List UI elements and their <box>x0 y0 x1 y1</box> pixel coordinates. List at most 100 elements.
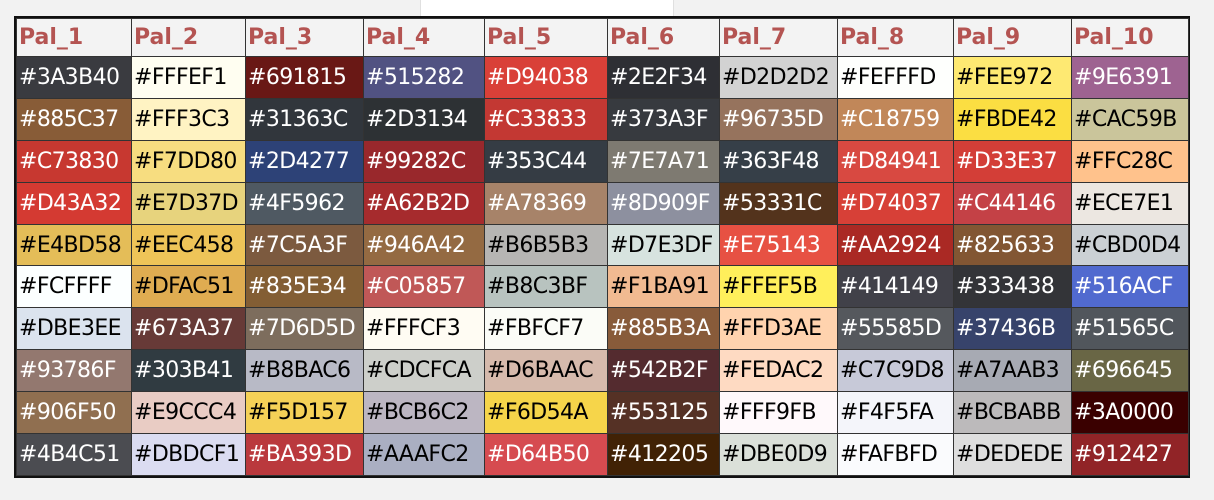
color-cell[interactable]: #D94038 <box>484 56 608 99</box>
color-cell[interactable]: #825633 <box>953 223 1072 267</box>
color-cell[interactable]: #7E7A71 <box>607 139 720 183</box>
color-cell[interactable]: #D84941 <box>837 139 954 183</box>
color-cell[interactable]: #F7DD80 <box>131 139 246 183</box>
color-cell[interactable]: #D64B50 <box>484 433 608 476</box>
color-cell[interactable]: #D43A32 <box>16 181 132 225</box>
color-cell[interactable]: #AAAFC2 <box>363 433 485 476</box>
color-cell[interactable]: #B8C3BF <box>484 265 608 309</box>
color-cell[interactable]: #673A37 <box>131 307 246 351</box>
column-header[interactable]: Pal_5 <box>484 18 608 57</box>
color-cell[interactable]: #53331C <box>719 181 838 225</box>
color-cell[interactable]: #C18759 <box>837 97 954 141</box>
color-cell[interactable]: #99282C <box>363 139 485 183</box>
color-cell[interactable]: #363F48 <box>719 139 838 183</box>
color-cell[interactable]: #CDCFCA <box>363 349 485 393</box>
column-header[interactable]: Pal_4 <box>363 18 485 57</box>
color-cell[interactable]: #D6BAAC <box>484 349 608 393</box>
color-cell[interactable]: #906F50 <box>16 391 132 435</box>
color-cell[interactable]: #31363C <box>245 97 364 141</box>
color-cell[interactable]: #946A42 <box>363 223 485 267</box>
color-cell[interactable]: #CAC59B <box>1071 97 1189 141</box>
color-cell[interactable]: #FFD3AE <box>719 307 838 351</box>
color-cell[interactable]: #4B4C51 <box>16 433 132 476</box>
color-cell[interactable]: #EEC458 <box>131 223 246 267</box>
column-header[interactable]: Pal_10 <box>1071 18 1189 57</box>
color-cell[interactable]: #696645 <box>1071 349 1189 393</box>
color-cell[interactable]: #FFF9FB <box>719 391 838 435</box>
column-header[interactable]: Pal_2 <box>131 18 246 57</box>
color-cell[interactable]: #DEDEDE <box>953 433 1072 476</box>
column-header[interactable]: Pal_7 <box>719 18 838 57</box>
color-cell[interactable]: #DBE3EE <box>16 307 132 351</box>
color-cell[interactable]: #F4F5FA <box>837 391 954 435</box>
column-header[interactable]: Pal_3 <box>245 18 364 57</box>
color-cell[interactable]: #885B3A <box>607 307 720 351</box>
color-cell[interactable]: #7C5A3F <box>245 223 364 267</box>
color-cell[interactable]: #D74037 <box>837 181 954 225</box>
color-cell[interactable]: #B6B5B3 <box>484 223 608 267</box>
color-cell[interactable]: #912427 <box>1071 433 1189 476</box>
color-cell[interactable]: #691815 <box>245 56 364 99</box>
color-cell[interactable]: #F5D157 <box>245 391 364 435</box>
color-cell[interactable]: #C05857 <box>363 265 485 309</box>
color-cell[interactable]: #37436B <box>953 307 1072 351</box>
color-cell[interactable]: #412205 <box>607 433 720 476</box>
color-cell[interactable]: #4F5962 <box>245 181 364 225</box>
color-cell[interactable]: #DBE0D9 <box>719 433 838 476</box>
color-cell[interactable]: #885C37 <box>16 97 132 141</box>
color-cell[interactable]: #515282 <box>363 56 485 99</box>
color-cell[interactable]: #2E2F34 <box>607 56 720 99</box>
color-cell[interactable]: #C33833 <box>484 97 608 141</box>
color-cell[interactable]: #D33E37 <box>953 139 1072 183</box>
color-cell[interactable]: #AA2924 <box>837 223 954 267</box>
color-cell[interactable]: #D7E3DF <box>607 223 720 267</box>
color-cell[interactable]: #ECE7E1 <box>1071 181 1189 225</box>
color-cell[interactable]: #DFAC51 <box>131 265 246 309</box>
color-cell[interactable]: #FEDAC2 <box>719 349 838 393</box>
column-header[interactable]: Pal_8 <box>837 18 954 57</box>
color-cell[interactable]: #516ACF <box>1071 265 1189 309</box>
color-cell[interactable]: #542B2F <box>607 349 720 393</box>
color-cell[interactable]: #FCFFFF <box>16 265 132 309</box>
color-cell[interactable]: #9E6391 <box>1071 56 1189 99</box>
color-cell[interactable]: #FFEF5B <box>719 265 838 309</box>
color-cell[interactable]: #BA393D <box>245 433 364 476</box>
color-cell[interactable]: #BCBABB <box>953 391 1072 435</box>
color-cell[interactable]: #C44146 <box>953 181 1072 225</box>
color-cell[interactable]: #E9CCC4 <box>131 391 246 435</box>
color-cell[interactable]: #E75143 <box>719 223 838 267</box>
color-cell[interactable]: #303B41 <box>131 349 246 393</box>
color-cell[interactable]: #FEE972 <box>953 56 1072 99</box>
color-cell[interactable]: #3A0000 <box>1071 391 1189 435</box>
color-cell[interactable]: #CBD0D4 <box>1071 223 1189 267</box>
color-cell[interactable]: #A62B2D <box>363 181 485 225</box>
color-cell[interactable]: #FFFCF3 <box>363 307 485 351</box>
color-cell[interactable]: #F6D54A <box>484 391 608 435</box>
color-cell[interactable]: #FEFFFD <box>837 56 954 99</box>
column-header[interactable]: Pal_6 <box>607 18 720 57</box>
color-cell[interactable]: #414149 <box>837 265 954 309</box>
color-cell[interactable]: #E4BD58 <box>16 223 132 267</box>
color-cell[interactable]: #2D4277 <box>245 139 364 183</box>
color-cell[interactable]: #353C44 <box>484 139 608 183</box>
color-cell[interactable]: #C73830 <box>16 139 132 183</box>
color-cell[interactable]: #373A3F <box>607 97 720 141</box>
color-cell[interactable]: #F1BA91 <box>607 265 720 309</box>
color-cell[interactable]: #FFFEF1 <box>131 56 246 99</box>
color-cell[interactable]: #A7AAB3 <box>953 349 1072 393</box>
active-tab[interactable] <box>420 0 674 16</box>
color-cell[interactable]: #FFC28C <box>1071 139 1189 183</box>
color-cell[interactable]: #835E34 <box>245 265 364 309</box>
color-cell[interactable]: #C7C9D8 <box>837 349 954 393</box>
color-cell[interactable]: #553125 <box>607 391 720 435</box>
color-cell[interactable]: #96735D <box>719 97 838 141</box>
color-cell[interactable]: #DBDCF1 <box>131 433 246 476</box>
color-cell[interactable]: #2D3134 <box>363 97 485 141</box>
column-header[interactable]: Pal_9 <box>953 18 1072 57</box>
color-cell[interactable]: #A78369 <box>484 181 608 225</box>
column-header[interactable]: Pal_1 <box>16 18 132 57</box>
color-cell[interactable]: #3A3B40 <box>16 56 132 99</box>
color-cell[interactable]: #51565C <box>1071 307 1189 351</box>
color-cell[interactable]: #E7D37D <box>131 181 246 225</box>
color-cell[interactable]: #B8BAC6 <box>245 349 364 393</box>
